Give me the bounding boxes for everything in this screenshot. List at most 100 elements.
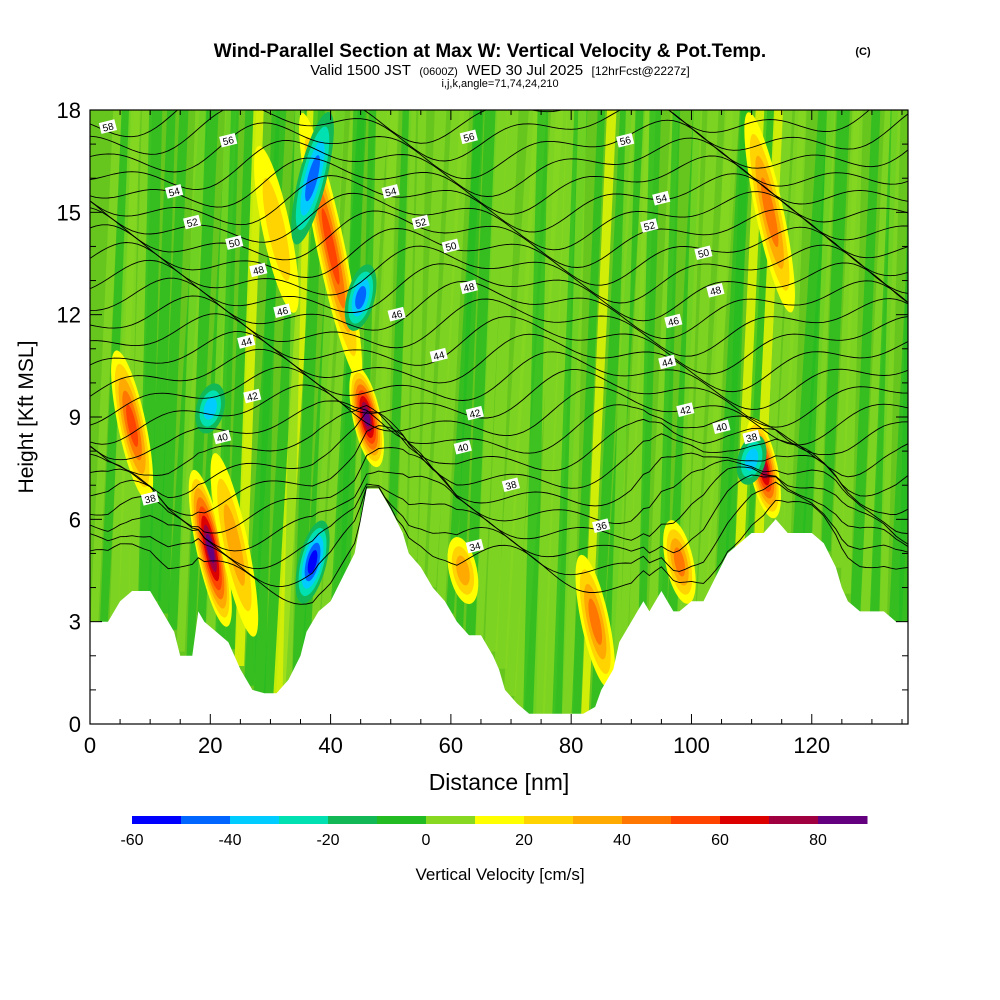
theta-label: 46 — [273, 303, 292, 319]
updraft-core — [126, 404, 139, 447]
theta-label: 58 — [98, 119, 118, 135]
colorbar-tick-label: -40 — [218, 832, 241, 849]
theta-label: 50 — [225, 235, 244, 251]
theta-label: 46 — [664, 313, 683, 329]
vv-streak — [811, 110, 836, 544]
theta-label: 40 — [213, 429, 232, 445]
colorbar-swatch — [622, 816, 672, 824]
svg-text:50: 50 — [697, 247, 711, 260]
vv-streak — [157, 110, 189, 614]
svg-text:38: 38 — [505, 479, 519, 492]
colorbar-swatch — [524, 816, 574, 824]
theta-label: 44 — [237, 334, 256, 350]
colorbar-swatch — [132, 816, 182, 824]
theta-label: 50 — [694, 245, 713, 261]
theta-contour — [90, 384, 908, 446]
downdraft-core — [744, 448, 759, 471]
theta-label: 48 — [706, 283, 725, 298]
svg-text:56: 56 — [462, 131, 476, 144]
colorbar-tick-label: 80 — [809, 832, 827, 849]
colorbar: -60 -40 -20 0 20 40 60 80 — [120, 816, 868, 849]
chart-title: Wind-Parallel Section at Max W: Vertical… — [214, 41, 766, 62]
theta-contour — [90, 486, 908, 605]
svg-text:42: 42 — [679, 404, 693, 417]
theta-label: 40 — [453, 439, 472, 455]
theta-contour — [90, 466, 908, 552]
x-tick-label: 40 — [318, 733, 342, 758]
vv-streak — [118, 110, 140, 614]
theta-label: 54 — [652, 190, 671, 206]
svg-text:48: 48 — [462, 282, 476, 295]
svg-text:38: 38 — [144, 493, 158, 506]
vv-streak — [821, 110, 850, 552]
colorbar-tick-label: 0 — [422, 832, 431, 849]
vv-streak — [898, 165, 908, 632]
theta-label: 56 — [219, 132, 238, 148]
updraft-core — [588, 598, 603, 645]
svg-text:54: 54 — [655, 193, 669, 206]
theta-label: 38 — [501, 477, 521, 493]
theta-label: 44 — [658, 354, 677, 370]
vv-streak — [436, 110, 470, 602]
svg-text:44: 44 — [661, 357, 675, 370]
forecast-info: [12hrFcst@2227z] — [592, 64, 690, 78]
x-tick-label: 120 — [793, 733, 830, 758]
svg-text:40: 40 — [216, 432, 230, 445]
svg-text:38: 38 — [745, 432, 759, 445]
svg-text:42: 42 — [246, 391, 260, 404]
vv-streak — [282, 110, 305, 697]
vv-streak — [465, 110, 498, 642]
updraft-core — [673, 547, 686, 577]
x-tick-label: 0 — [84, 733, 96, 758]
theta-label: 52 — [411, 214, 430, 230]
y-tick-label: 3 — [69, 610, 81, 635]
colorbar-swatch — [279, 816, 329, 824]
theta-label: 38 — [140, 491, 160, 507]
y-tick-label: 0 — [69, 712, 81, 737]
theta-label: 34 — [465, 538, 484, 554]
theta-contour — [90, 110, 870, 144]
theta-label: 52 — [183, 214, 202, 230]
y-tick-label: 9 — [69, 405, 81, 430]
svg-text:56: 56 — [619, 135, 633, 148]
theta-contour — [90, 405, 908, 478]
svg-text:46: 46 — [390, 309, 404, 322]
vv-streak — [147, 110, 176, 602]
vv-streak — [705, 110, 734, 607]
svg-text:44: 44 — [240, 336, 254, 349]
theta-label: 42 — [243, 388, 262, 404]
theta-contour — [90, 259, 908, 322]
theta-label: 54 — [164, 184, 184, 200]
colorbar-swatch — [720, 816, 770, 824]
colorbar-swatch — [328, 816, 378, 824]
theta-contour — [90, 277, 908, 339]
x-tick-label: 60 — [439, 733, 463, 758]
updraft-core — [363, 407, 371, 427]
x-tick-label: 80 — [559, 733, 583, 758]
colorbar-label: Vertical Velocity [cm/s] — [415, 865, 584, 884]
colorbar-swatch — [769, 816, 819, 824]
colorbar-swatch — [181, 816, 231, 824]
svg-text:42: 42 — [468, 408, 482, 421]
y-tick-label: 15 — [57, 200, 81, 225]
vv-streak — [90, 110, 122, 632]
vv-streak — [176, 110, 208, 652]
vv-streak — [850, 110, 881, 614]
theta-contour — [90, 137, 908, 197]
colorbar-swatch — [818, 816, 868, 824]
colorbar-tick-label: -60 — [120, 832, 143, 849]
colorbar-tick-label: 40 — [613, 832, 631, 849]
downdraft-core — [305, 155, 320, 202]
vv-streak — [879, 110, 901, 622]
theta-contour — [90, 313, 908, 375]
theta-contour — [90, 224, 908, 286]
colorbar-tick-label: -20 — [316, 832, 339, 849]
theta-label: 36 — [592, 518, 611, 534]
x-tick-label: 100 — [673, 733, 710, 758]
colorbar-swatch — [426, 816, 476, 824]
y-axis-label: Height [Kft MSL] — [15, 341, 38, 494]
theta-label: 54 — [381, 184, 400, 200]
theta-contour — [90, 242, 908, 304]
svg-text:50: 50 — [228, 237, 242, 250]
